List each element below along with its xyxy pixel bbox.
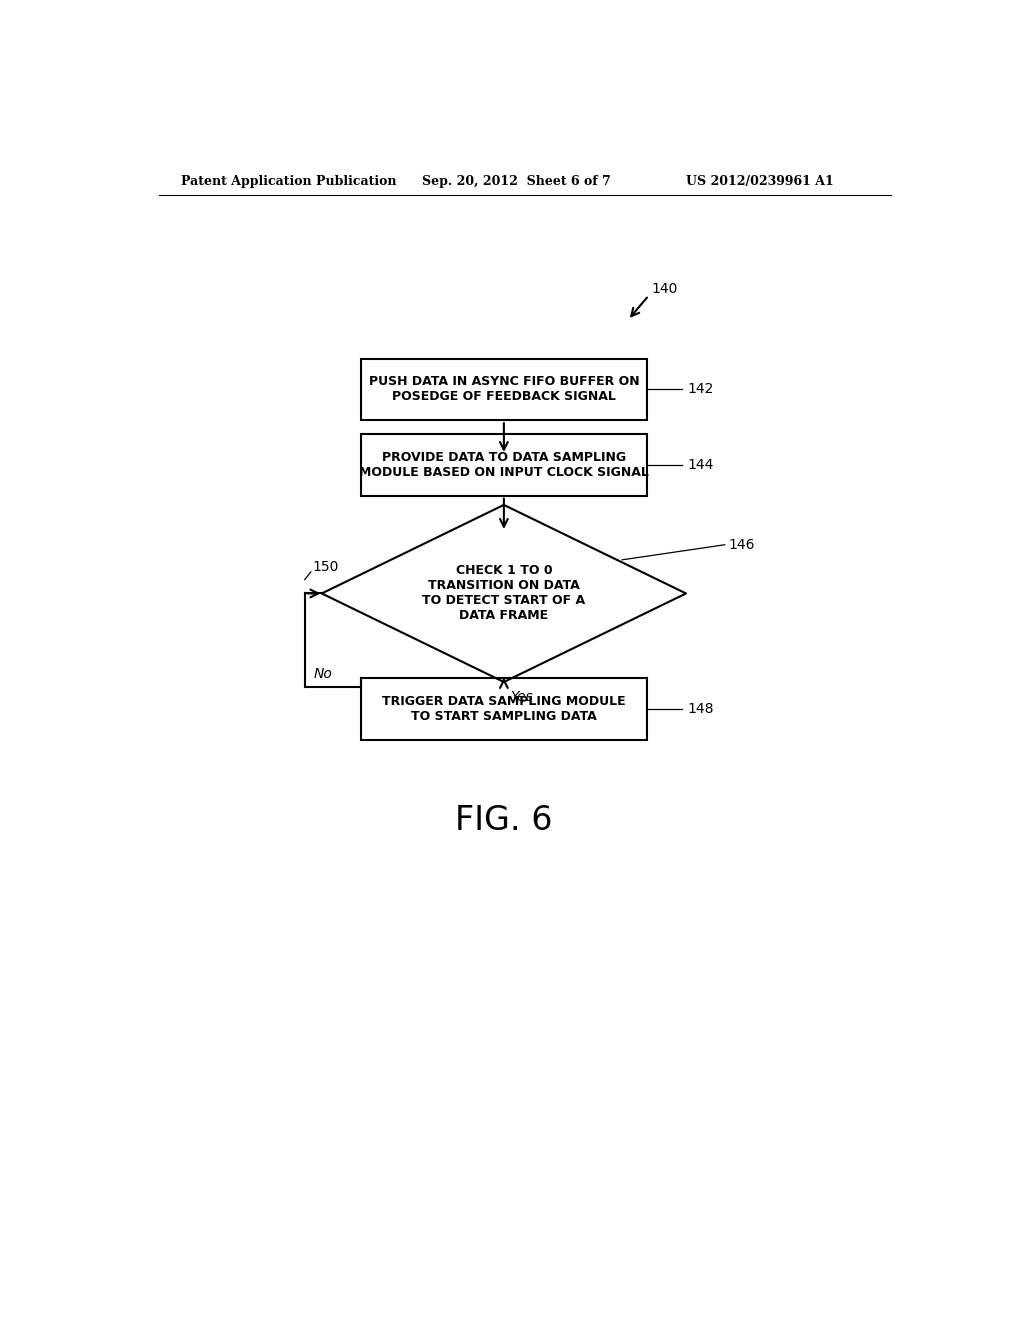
Text: Patent Application Publication: Patent Application Publication — [180, 176, 396, 187]
Bar — [360, 678, 647, 739]
Text: 146: 146 — [729, 537, 755, 552]
Bar — [360, 359, 647, 420]
Text: No: No — [314, 667, 333, 681]
Text: 148: 148 — [687, 702, 714, 715]
Text: CHECK 1 TO 0
TRANSITION ON DATA
TO DETECT START OF A
DATA FRAME: CHECK 1 TO 0 TRANSITION ON DATA TO DETEC… — [422, 565, 586, 623]
Text: US 2012/0239961 A1: US 2012/0239961 A1 — [686, 176, 834, 187]
Text: 144: 144 — [687, 458, 714, 471]
Text: PROVIDE DATA TO DATA SAMPLING
MODULE BASED ON INPUT CLOCK SIGNAL: PROVIDE DATA TO DATA SAMPLING MODULE BAS… — [359, 451, 649, 479]
Bar — [360, 434, 647, 496]
Text: Sep. 20, 2012  Sheet 6 of 7: Sep. 20, 2012 Sheet 6 of 7 — [423, 176, 611, 187]
Text: 140: 140 — [651, 282, 678, 296]
Text: 142: 142 — [687, 383, 714, 396]
Text: Yes: Yes — [510, 690, 532, 705]
Text: FIG. 6: FIG. 6 — [455, 804, 553, 837]
Text: PUSH DATA IN ASYNC FIFO BUFFER ON
POSEDGE OF FEEDBACK SIGNAL: PUSH DATA IN ASYNC FIFO BUFFER ON POSEDG… — [369, 375, 639, 404]
Text: TRIGGER DATA SAMPLING MODULE
TO START SAMPLING DATA: TRIGGER DATA SAMPLING MODULE TO START SA… — [382, 694, 626, 723]
Text: 150: 150 — [312, 560, 339, 573]
